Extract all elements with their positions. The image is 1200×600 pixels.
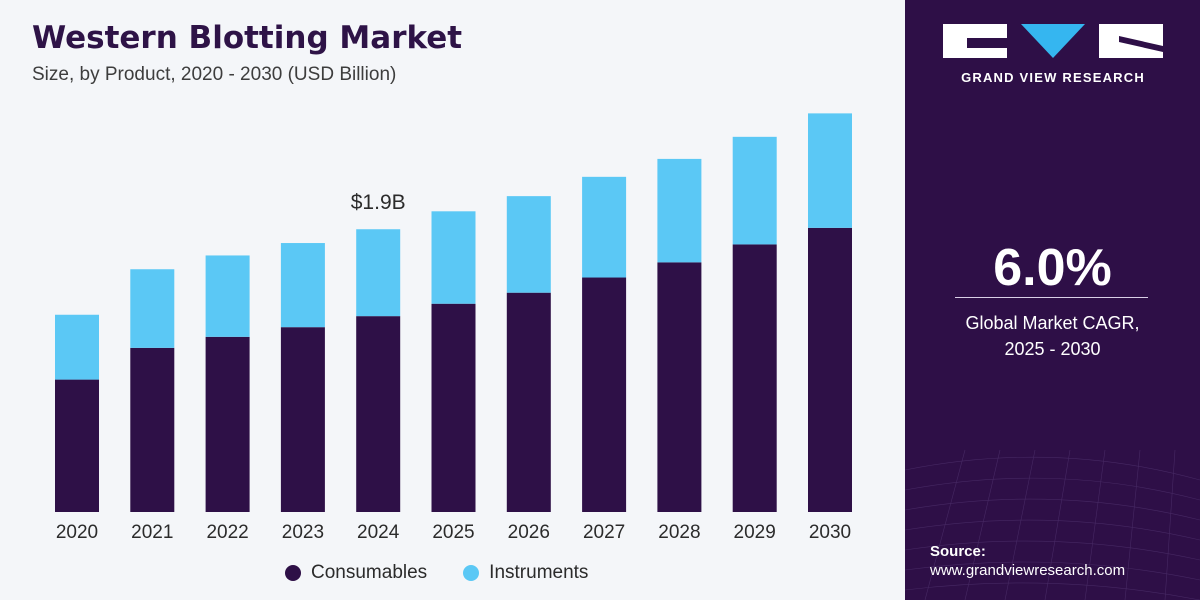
x-tick-label-2020: 2020 [56, 522, 98, 543]
x-tick-label-2024: 2024 [357, 522, 400, 543]
bar-instruments-2028 [657, 158, 702, 263]
bar-consumables-2026 [506, 292, 551, 512]
bar-instruments-2025 [431, 211, 476, 304]
bar-consumables-2025 [431, 303, 476, 512]
bar-instruments-2027 [582, 176, 627, 278]
bar-instruments-2026 [506, 196, 551, 293]
bar-instruments-2021 [130, 269, 175, 348]
bar-consumables-2027 [582, 277, 627, 512]
bar-instruments-2020 [55, 314, 99, 380]
bar-consumables-2020 [55, 379, 99, 512]
legend-label-instruments: Instruments [489, 562, 589, 583]
bar-consumables-2024 [356, 316, 401, 512]
x-tick-label-2022: 2022 [206, 522, 248, 543]
legend-swatch-instruments [463, 565, 480, 581]
cagr-label-line2: 2025 - 2030 [1004, 339, 1101, 359]
data-label-2024: $1.9B [351, 191, 406, 214]
bar-instruments-2024 [356, 229, 401, 317]
x-tick-label-2025: 2025 [432, 522, 474, 543]
x-tick-label-2028: 2028 [658, 522, 700, 543]
bar-consumables-2030 [808, 227, 852, 513]
x-tick-label-2021: 2021 [131, 522, 173, 543]
bar-consumables-2028 [657, 262, 702, 512]
legend-item-consumables: Consumables [285, 562, 427, 584]
chart-title: Western Blotting Market [32, 20, 463, 56]
bar-chart: 2020 2021 2022 2023 2024 $1.9B 2025 2026 2027 202… [55, 113, 852, 543]
cagr-label-line1: Global Market CAGR, [965, 313, 1140, 333]
brand-name: GRAND VIEW RESEARCH [961, 70, 1145, 85]
legend-item-instruments: Instruments [463, 562, 588, 584]
source-block: Source: www.grandviewresearch.com [930, 543, 1125, 579]
bar-instruments-2023 [280, 243, 325, 328]
bar-consumables-2023 [280, 327, 325, 512]
bar-instruments-2022 [205, 255, 250, 337]
legend-swatch-consumables [285, 565, 301, 581]
gvr-logo [943, 24, 1163, 58]
x-tick-label-2026: 2026 [508, 522, 550, 543]
bar-consumables-2029 [732, 244, 777, 512]
chart-panel: Western Blotting Market Size, by Product… [32, 20, 852, 584]
x-tick-label-2027: 2027 [583, 522, 625, 543]
info-sidebar: GRAND VIEW RESEARCH 6.0% Global Market C… [905, 0, 1200, 600]
cagr-label: Global Market CAGR, 2025 - 2030 [905, 310, 1200, 362]
chart-legend: Consumables Instruments [285, 562, 624, 584]
chart-subtitle: Size, by Product, 2020 - 2030 (USD Billi… [32, 64, 397, 85]
x-tick-label-2030: 2030 [809, 522, 851, 543]
bar-consumables-2021 [130, 347, 175, 512]
bar-instruments-2030 [808, 113, 852, 228]
legend-label-consumables: Consumables [311, 562, 428, 583]
wireframe-background [905, 449, 1200, 600]
cagr-divider [955, 297, 1148, 298]
bar-consumables-2022 [205, 336, 250, 512]
x-tick-label-2029: 2029 [734, 522, 776, 543]
cagr-value: 6.0% [993, 239, 1112, 297]
bar-instruments-2029 [732, 136, 777, 245]
x-tick-label-2023: 2023 [282, 522, 324, 543]
source-label: Source: [930, 543, 986, 560]
source-link[interactable]: www.grandviewresearch.com [930, 562, 1126, 579]
